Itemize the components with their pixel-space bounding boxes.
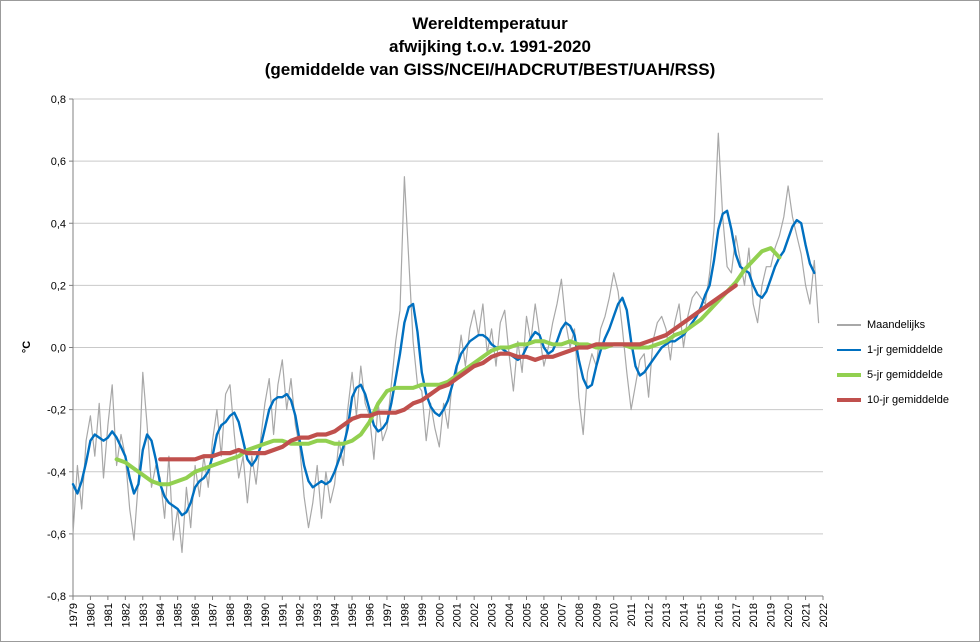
svg-text:1991: 1991 — [277, 603, 289, 627]
svg-text:1983: 1983 — [138, 603, 150, 627]
svg-text:1997: 1997 — [382, 603, 394, 627]
legend: Maandelijks 1-jr gemiddelde 5-jr gemidde… — [837, 317, 974, 407]
svg-text:2002: 2002 — [469, 603, 481, 627]
svg-text:1985: 1985 — [173, 603, 185, 627]
svg-text:2000: 2000 — [434, 603, 446, 627]
svg-text:2020: 2020 — [783, 603, 795, 627]
svg-text:2006: 2006 — [539, 603, 551, 627]
svg-text:2009: 2009 — [591, 603, 603, 627]
legend-label-10jr-gemiddelde: 10-jr gemiddelde — [867, 393, 949, 406]
svg-text:2005: 2005 — [521, 603, 533, 627]
svg-text:1986: 1986 — [190, 603, 202, 627]
legend-label-1jr-gemiddelde: 1-jr gemiddelde — [867, 343, 943, 356]
svg-text:2019: 2019 — [766, 603, 778, 627]
legend-swatch-maandelijks — [837, 323, 861, 326]
svg-text:1995: 1995 — [347, 603, 359, 627]
svg-text:2010: 2010 — [609, 603, 621, 627]
svg-text:2016: 2016 — [713, 603, 725, 627]
svg-text:1999: 1999 — [417, 603, 429, 627]
svg-text:2018: 2018 — [748, 603, 760, 627]
svg-text:2004: 2004 — [504, 603, 516, 627]
chart-title-line2: afwijking t.o.v. 1991-2020 — [389, 37, 591, 56]
svg-text:2007: 2007 — [556, 603, 568, 627]
legend-item-10jr-gemiddelde: 10-jr gemiddelde — [837, 392, 974, 407]
svg-text:1988: 1988 — [225, 603, 237, 627]
svg-text:1998: 1998 — [399, 603, 411, 627]
svg-text:0,2: 0,2 — [51, 280, 66, 292]
svg-text:2015: 2015 — [696, 603, 708, 627]
svg-text:2012: 2012 — [644, 603, 656, 627]
legend-item-1jr-gemiddelde: 1-jr gemiddelde — [837, 342, 974, 357]
svg-text:0,0: 0,0 — [51, 343, 66, 355]
svg-text:-0,8: -0,8 — [47, 591, 66, 603]
chart-title-line1: Wereldtemperatuur — [412, 14, 568, 33]
svg-text:2021: 2021 — [801, 603, 813, 627]
legend-swatch-10jr-gemiddelde — [837, 397, 861, 402]
svg-text:1996: 1996 — [365, 603, 377, 627]
svg-text:2017: 2017 — [731, 603, 743, 627]
svg-text:2014: 2014 — [678, 603, 690, 627]
svg-text:0,8: 0,8 — [51, 94, 66, 106]
svg-text:1992: 1992 — [295, 603, 307, 627]
svg-text:1990: 1990 — [260, 603, 272, 627]
y-axis-label: °C — [21, 341, 33, 353]
svg-text:1987: 1987 — [208, 603, 220, 627]
legend-swatch-1jr-gemiddelde — [837, 348, 861, 351]
svg-text:0,4: 0,4 — [51, 218, 66, 230]
chart-title: Wereldtemperatuur afwijking t.o.v. 1991-… — [1, 12, 979, 81]
svg-text:-0,4: -0,4 — [47, 467, 66, 479]
svg-text:1982: 1982 — [120, 603, 132, 627]
svg-text:1980: 1980 — [85, 603, 97, 627]
chart-title-line3: (gemiddelde van GISS/NCEI/HADCRUT/BEST/U… — [264, 60, 716, 79]
svg-text:1993: 1993 — [312, 603, 324, 627]
svg-text:2011: 2011 — [626, 603, 638, 627]
svg-text:-0,6: -0,6 — [47, 529, 66, 541]
legend-label-maandelijks: Maandelijks — [867, 318, 926, 331]
svg-text:1994: 1994 — [330, 603, 342, 627]
svg-text:1984: 1984 — [155, 603, 167, 627]
svg-text:0,6: 0,6 — [51, 156, 66, 168]
svg-text:1979: 1979 — [68, 603, 80, 627]
legend-item-5jr-gemiddelde: 5-jr gemiddelde — [837, 367, 974, 382]
svg-text:2022: 2022 — [818, 603, 830, 627]
svg-text:2008: 2008 — [574, 603, 586, 627]
svg-text:1981: 1981 — [103, 603, 115, 627]
legend-label-5jr-gemiddelde: 5-jr gemiddelde — [867, 368, 943, 381]
svg-text:2003: 2003 — [487, 603, 499, 627]
svg-text:-0,2: -0,2 — [47, 405, 66, 417]
legend-item-maandelijks: Maandelijks — [837, 317, 974, 332]
svg-text:1989: 1989 — [242, 603, 254, 627]
svg-text:2013: 2013 — [661, 603, 673, 627]
legend-swatch-5jr-gemiddelde — [837, 372, 861, 377]
svg-text:2001: 2001 — [452, 603, 464, 627]
